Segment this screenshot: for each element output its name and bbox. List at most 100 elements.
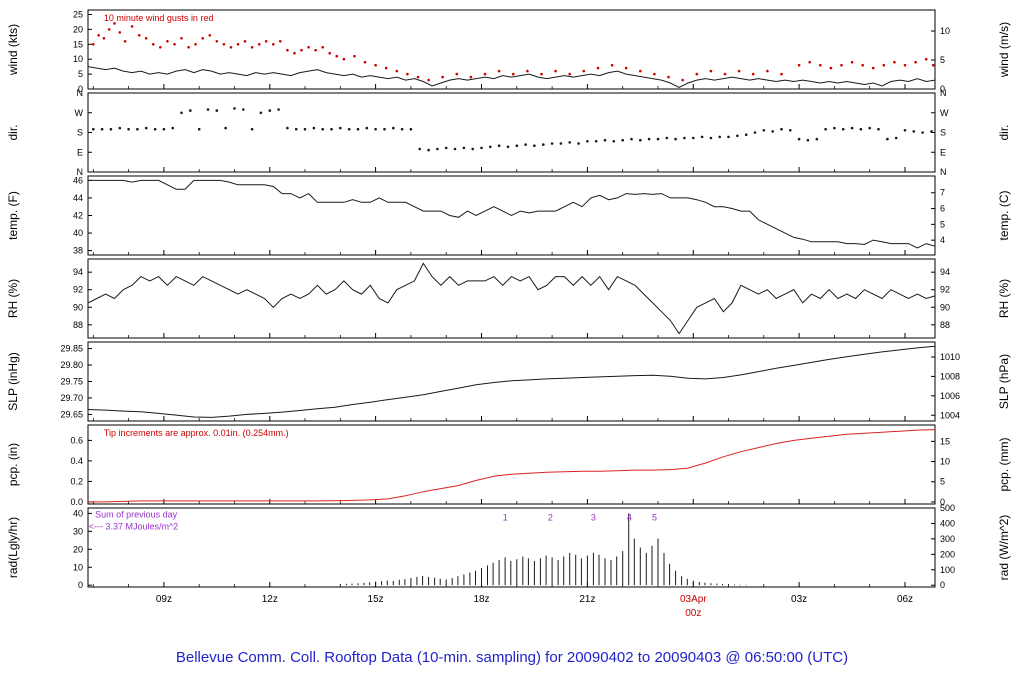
data-dot [328,51,332,55]
data-dot [118,31,122,34]
ytick-left-label: 94 [73,267,83,277]
data-dot [568,141,571,144]
data-dot [250,46,254,49]
axis-label-right-wind: wind (m/s) [997,22,1011,78]
data-dot [409,127,413,131]
data-dot [264,40,268,43]
wind-gusts-dots [92,22,935,82]
data-dot [683,136,686,140]
data-dot [695,72,699,76]
ytick-left-label: 29.75 [60,377,83,387]
ytick-left-label: 0 [78,84,83,94]
panel-rh: 88 90 92 94 88 90 92 94 RH (%) RH (%) [6,258,1011,339]
data-dot [356,127,360,131]
data-dot [242,108,245,111]
data-dot [780,127,783,131]
data-dot [236,43,240,46]
data-dot [286,126,289,130]
data-dot [406,72,409,76]
data-dot [653,72,656,76]
data-dot [577,142,580,145]
data-dot [931,63,935,67]
data-dot [208,34,212,37]
data-dot [384,66,388,70]
x-tick-label: 03Apr [680,594,707,605]
panel-pcp: 0.0 0.2 0.4 0.6 0 5 10 15 pcp. (in) pcp. (mm) Tip … [6,424,1011,507]
data-dot [483,72,487,76]
ytick-right-label: 300 [940,534,955,544]
ytick-right-label: S [940,128,946,138]
data-dot [347,127,351,131]
data-dot [224,126,227,130]
data-dot [272,43,275,46]
data-dot [229,46,233,49]
data-dot [692,136,695,140]
ytick-left-label: 88 [73,320,83,330]
data-dot [268,109,272,112]
ytick-left-label: 15 [73,39,83,49]
data-dot [709,69,713,73]
annotation: <--- 3.37 MJoules/m^2 [89,521,179,531]
ytick-right-label: 10 [940,26,950,36]
data-dot [286,48,289,52]
data-dot [109,127,113,131]
data-dot [118,126,122,130]
data-dot [374,63,377,67]
ytick-left-label: S [77,128,83,138]
panel-frame-slp [87,341,936,422]
data-dot [152,43,155,46]
data-dot [365,126,369,130]
data-dot [436,147,439,151]
x-tick-label: 12z [262,594,278,605]
data-dot [462,146,466,150]
annotation: 10 minute wind gusts in red [104,13,214,23]
x-tick-label: 21z [579,594,595,605]
data-dot [893,60,896,64]
data-dot [335,54,339,58]
data-dot [153,127,157,131]
data-dot [180,37,183,40]
ytick-right-label: 5 [940,219,945,229]
data-dot [279,40,282,43]
data-dot [840,63,843,67]
data-dot [136,127,139,131]
ytick-right-label: 1004 [940,410,960,420]
data-dot [395,69,399,73]
ytick-left-label: W [75,108,84,118]
data-dot [771,130,774,133]
ytick-left-label: 5 [78,69,83,79]
ytick-right-label: 4 [940,235,945,245]
ytick-left-label: 90 [73,302,83,312]
data-dot [189,109,192,112]
ytick-right-label: 400 [940,518,955,528]
data-dot [416,75,420,79]
wind-direction-dots [92,107,933,152]
data-dot [453,147,457,151]
data-dot [630,137,633,141]
x-tick-label: 18z [473,594,489,605]
temperature-line [88,179,936,249]
data-dot [868,126,871,130]
ytick-left-label: 0.6 [70,435,83,445]
data-dot [312,126,316,130]
data-dot [639,138,642,142]
data-dot [930,130,933,133]
ytick-left-label: 40 [73,228,83,238]
ytick-left-label: 42 [73,211,83,221]
ytick-left-label: 38 [73,246,83,256]
axis-label-right-pcp: pcp. (mm) [997,437,1011,491]
data-dot [102,37,106,40]
data-dot [497,69,501,73]
data-dot [624,66,628,70]
data-dot [113,22,116,25]
data-dot [762,129,766,132]
data-dot [243,40,247,43]
data-dot [471,147,475,151]
data-dot [841,127,845,131]
data-dot [107,28,111,31]
ytick-right-label: 88 [940,320,950,330]
data-dot [540,72,543,76]
relative-humidity-line [87,262,936,335]
